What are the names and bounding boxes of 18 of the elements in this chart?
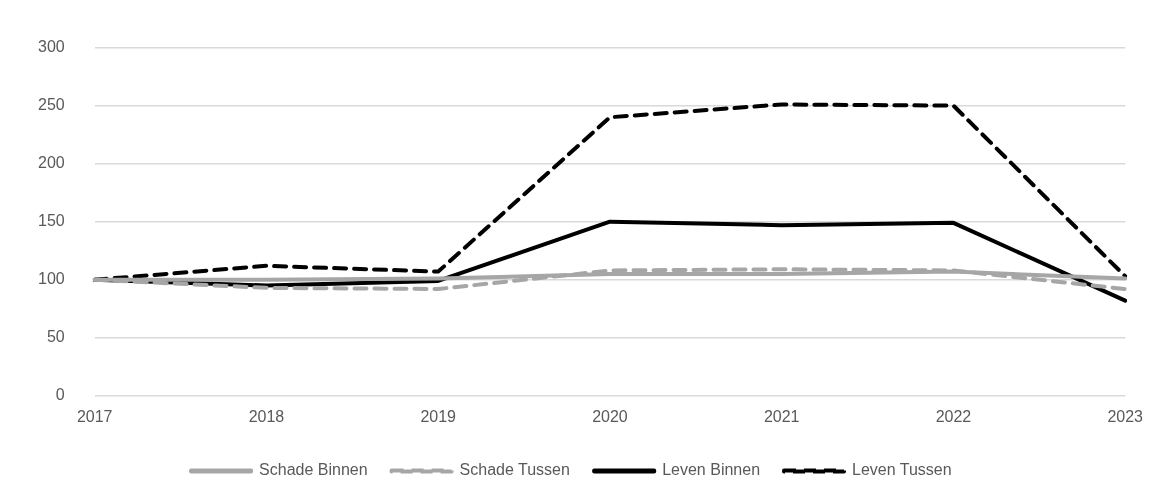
- x-tick-label: 2022: [935, 407, 972, 425]
- x-tick-label: 2020: [592, 407, 628, 425]
- y-tick-label: 300: [37, 38, 65, 56]
- legend-label: Schade Binnen: [259, 461, 368, 479]
- x-tick-label: 2021: [763, 407, 800, 425]
- x-tick-label: 2017: [76, 407, 113, 425]
- y-tick-label: 50: [46, 328, 65, 346]
- x-tick-label: 2023: [1107, 407, 1144, 425]
- x-tick-label: 2019: [420, 407, 457, 425]
- x-tick-label: 2018: [248, 407, 285, 425]
- y-tick-label: 100: [37, 270, 65, 288]
- y-tick-label: 250: [37, 96, 65, 114]
- y-tick-label: 0: [55, 386, 65, 404]
- legend-label: Leven Tussen: [852, 461, 952, 479]
- y-tick-label: 150: [37, 212, 65, 230]
- legend-label: Leven Binnen: [662, 461, 761, 479]
- y-tick-label: 200: [37, 154, 65, 172]
- legend-label: Schade Tussen: [459, 461, 570, 479]
